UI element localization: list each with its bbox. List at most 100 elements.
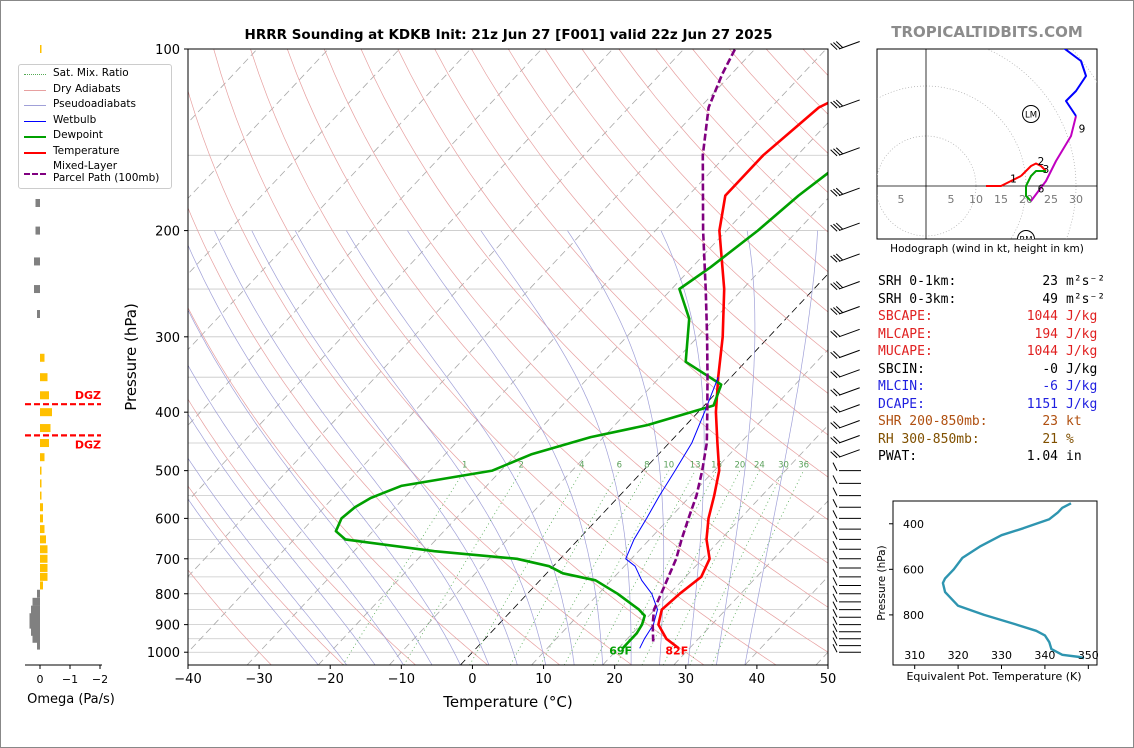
omega-tick-label: 0 <box>37 673 44 686</box>
mixing-ratio-label: 30 <box>778 461 789 471</box>
series-temperature <box>657 101 828 650</box>
dry-adiabat <box>188 398 416 665</box>
omega-axis-label: Omega (Pa/s) <box>27 692 115 707</box>
wind-barb <box>832 616 861 626</box>
wind-barb <box>830 420 860 430</box>
dry-adiabat <box>213 49 705 665</box>
series-dewpoint <box>334 171 828 650</box>
theta-e-y-tick-label: 600 <box>903 563 924 576</box>
stat-label: RH 300-850mb: <box>878 431 980 447</box>
stat-label: SBCAPE: <box>878 309 933 324</box>
y-tick-label: 400 <box>155 406 180 421</box>
stat-value: -6 <box>1042 379 1058 394</box>
wind-barb <box>832 568 861 578</box>
storm-motion-label: LM <box>1025 111 1037 121</box>
mixing-ratio-line <box>342 470 466 665</box>
wind-barbs <box>830 41 861 653</box>
wind-barb <box>832 499 861 508</box>
stat-row: SBCAPE: 1044 J/kg <box>878 308 1105 326</box>
omega-bar <box>40 491 42 500</box>
dry-adiabat <box>508 49 828 394</box>
legend-swatch <box>24 89 46 91</box>
isotherm <box>188 49 756 653</box>
omega-bar <box>40 391 49 400</box>
wind-barb <box>830 306 860 316</box>
x-axis-label: Temperature (°C) <box>442 693 572 711</box>
dry-adiabat <box>188 89 633 665</box>
omega-bar <box>32 634 40 643</box>
moist-adiabat <box>188 457 347 665</box>
wind-barb <box>832 637 861 647</box>
omega-bar <box>37 310 40 319</box>
stat-row: DCAPE: 1151 J/kg <box>878 396 1105 414</box>
stat-value: 23 <box>1042 414 1058 429</box>
mixing-ratio-label: 16 <box>711 461 722 471</box>
omega-bar <box>31 627 40 636</box>
chart-title: HRRR Sounding at KDKB Init: 21z Jun 27 [… <box>244 27 773 43</box>
wind-barb <box>832 601 861 611</box>
moist-adiabat <box>345 230 575 665</box>
omega-bar <box>31 605 40 614</box>
wind-barb <box>832 520 861 530</box>
wind-barb <box>830 222 860 232</box>
legend-swatch <box>24 105 46 106</box>
hodograph-tick-label: 30 <box>1069 193 1083 206</box>
mixing-ratio-label: 6 <box>617 461 622 471</box>
mixing-ratio-line <box>403 470 522 665</box>
moist-adiabat <box>294 230 547 665</box>
hodograph-caption: Hodograph (wind in kt, height in km) <box>890 243 1084 255</box>
legend-swatch <box>24 74 46 75</box>
y-tick-label: 600 <box>155 512 180 527</box>
wind-barb <box>832 487 861 497</box>
wind-barb <box>832 585 861 595</box>
stats-panel: SRH 0-1km: 23 m²s⁻² SRH 0-3km: 49 m²s⁻² SBCAPE… <box>878 273 1105 466</box>
mixing-ratio-line <box>616 470 717 665</box>
hodograph-tick-label: 5 <box>948 193 955 206</box>
stat-unit: % <box>1066 431 1074 447</box>
isotherm <box>188 49 471 351</box>
stat-row: MUCAPE: 1044 J/kg <box>878 343 1105 361</box>
dry-adiabat <box>286 49 828 653</box>
wind-barb <box>830 369 860 379</box>
surface-dewpoint-label: 69F <box>609 644 632 657</box>
stat-row: RH 300-850mb: 21% <box>878 431 1105 449</box>
legend-swatch <box>24 120 46 122</box>
legend-label: Wetbulb <box>53 113 97 126</box>
stat-label: SHR 200-850mb: <box>878 414 988 429</box>
hodograph-frame <box>876 48 1098 240</box>
hodograph-tick-label: 20 <box>1019 193 1033 206</box>
isotherm <box>188 49 614 502</box>
x-tick-label: 20 <box>606 672 623 687</box>
stat-label: PWAT: <box>878 449 918 464</box>
stat-label: MUCAPE: <box>878 344 933 359</box>
x-tick-label: −40 <box>174 672 201 687</box>
mixing-ratio-label: 24 <box>754 461 765 471</box>
wind-barb <box>830 435 860 445</box>
dry-adiabat <box>544 49 828 353</box>
legend-label: Sat. Mix. Ratio <box>53 67 129 79</box>
legend-label: Temperature <box>53 144 120 157</box>
isotherm <box>317 122 828 665</box>
series-mixed-layer-parcel-path-100mb- <box>651 49 737 642</box>
omega-bar <box>40 554 48 563</box>
hodograph-area: 5 5 10 15 20 25 30 1 23 6 9 LM RM <box>877 49 1097 246</box>
mixing-ratio-line <box>663 470 760 665</box>
dry-adiabat <box>250 49 777 665</box>
y-tick-label: 100 <box>155 43 180 58</box>
moist-adiabat <box>407 230 604 665</box>
omega-bar <box>40 424 51 433</box>
stat-row: SBCIN: -0 J/kg <box>878 361 1105 379</box>
mixing-ratio-label: 4 <box>579 461 584 471</box>
storm-motion-label: RM <box>1019 236 1032 246</box>
omega-bar <box>40 353 45 362</box>
moist-adiabat <box>251 230 518 665</box>
wind-barb <box>830 147 860 157</box>
hodograph-height-label: 3 <box>1043 164 1050 176</box>
wind-barb <box>832 462 861 472</box>
theta-e-profile <box>941 502 1085 660</box>
mixing-ratio-line <box>641 470 741 665</box>
isotherm <box>188 49 329 199</box>
stat-value: 1151 <box>1026 396 1058 412</box>
omega-bar <box>40 525 45 534</box>
